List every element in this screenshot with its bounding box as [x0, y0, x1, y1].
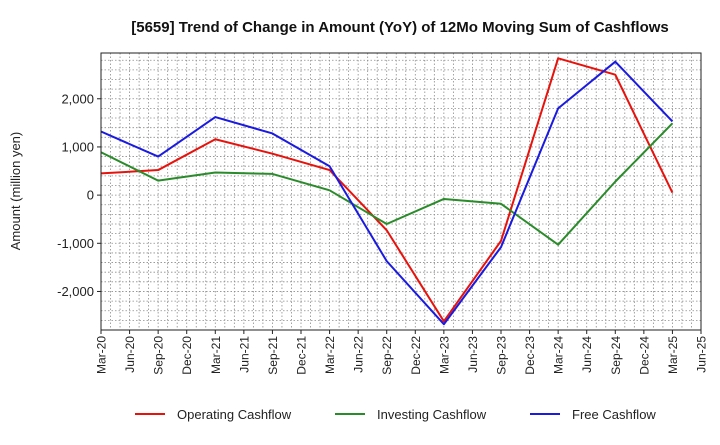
x-tick-label: Jun-20 — [123, 336, 137, 373]
legend-label-operating-cashflow: Operating Cashflow — [177, 407, 292, 422]
x-tick-label: Sep-22 — [380, 336, 394, 375]
x-tick-label: Mar-20 — [95, 336, 109, 374]
plot-frame — [100, 52, 702, 331]
x-tick-label: Jun-21 — [237, 336, 251, 373]
x-tick-label: Sep-20 — [152, 336, 166, 375]
x-tick-label: Jun-23 — [466, 336, 480, 373]
x-tick-label: Jun-25 — [695, 336, 709, 373]
investing-cashflow-line — [100, 122, 674, 246]
y-tick-label: -1,000 — [57, 236, 94, 251]
x-tick-label: Dec-20 — [180, 336, 194, 375]
x-tick-label: Mar-23 — [437, 336, 451, 374]
legend-label-investing-cashflow: Investing Cashflow — [377, 407, 487, 422]
x-tick-label: Sep-24 — [609, 336, 623, 375]
x-tick-label: Mar-22 — [323, 336, 337, 374]
x-tick-label: Mar-21 — [209, 336, 223, 374]
x-tick-label: Mar-25 — [666, 336, 680, 374]
x-tick-label: Jun-22 — [352, 336, 366, 373]
x-tick-label: Dec-22 — [409, 336, 423, 375]
free-cashflow-line — [100, 60, 674, 326]
y-tick-label: -2,000 — [57, 284, 94, 299]
y-tick-label: 1,000 — [61, 139, 94, 154]
series-layer — [100, 57, 674, 326]
y-tick-label: 2,000 — [61, 91, 94, 106]
legend: Operating Cashflow Investing Cashflow Free… — [135, 407, 656, 422]
x-tick-label: Dec-24 — [637, 336, 651, 375]
x-tick-labels: Mar-20 Jun-20 Sep-20 Dec-20 Mar-21 Jun-21 Sep-… — [95, 330, 709, 375]
y-axis-label: Amount (million yen) — [8, 132, 23, 251]
x-tick-label: Mar-24 — [552, 336, 566, 374]
operating-cashflow-line — [100, 57, 674, 323]
x-tick-label: Jun-24 — [580, 336, 594, 373]
y-tick-labels: 2,000 1,000 0 -1,000 -2,000 — [57, 91, 101, 299]
chart-title: [5659] Trend of Change in Amount (YoY) o… — [131, 19, 669, 36]
x-tick-label: Dec-23 — [523, 336, 537, 375]
x-tick-label: Sep-21 — [266, 336, 280, 375]
y-tick-label: 0 — [87, 188, 94, 203]
legend-label-free-cashflow: Free Cashflow — [572, 407, 656, 422]
x-tick-label: Dec-21 — [295, 336, 309, 375]
grid-layer — [100, 53, 702, 331]
x-tick-label: Sep-23 — [495, 336, 509, 375]
